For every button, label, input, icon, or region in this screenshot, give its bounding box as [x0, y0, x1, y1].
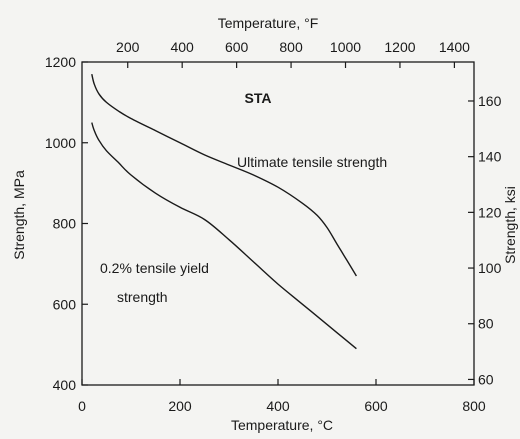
- annotation-yield-line2: strength: [117, 289, 168, 305]
- right-y-tick-label: 140: [478, 149, 502, 165]
- y-tick-label: 1000: [45, 135, 76, 151]
- y-tick-label: 600: [53, 296, 77, 312]
- right-y-tick-label: 60: [478, 371, 494, 387]
- right-y-tick-label: 80: [478, 316, 494, 332]
- x-axis-label-top: Temperature, °F: [218, 15, 319, 31]
- y-tick-label: 800: [53, 216, 77, 232]
- ultimate-tensile-strength-line: [91, 73, 358, 277]
- top-x-tick-label: 400: [170, 39, 194, 55]
- top-x-tick-label: 1200: [384, 39, 415, 55]
- top-x-tick-label: 800: [279, 39, 303, 55]
- right-y-tick-label: 160: [478, 93, 502, 109]
- top-x-tick-label: 600: [225, 39, 249, 55]
- annotation-yield-line1: 0.2% tensile yield: [100, 260, 209, 276]
- x-tick-label: 800: [462, 398, 486, 414]
- right-y-tick-label: 100: [478, 260, 502, 276]
- chart-title: STA: [245, 90, 272, 106]
- y-axis-label-left: Strength, MPa: [11, 170, 27, 260]
- annotation-ultimate: Ultimate tensile strength: [237, 154, 387, 170]
- series-lines: [91, 73, 358, 350]
- plot-frame: [81, 61, 475, 386]
- x-axis-label-bottom: Temperature, °C: [231, 417, 333, 433]
- x-tick-label: 600: [364, 398, 388, 414]
- y-tick-label: 1200: [45, 54, 76, 70]
- x-tick-label: 200: [168, 398, 192, 414]
- y-tick-label: 400: [53, 377, 77, 393]
- top-x-tick-label: 1000: [330, 39, 361, 55]
- x-tick-label: 400: [266, 398, 290, 414]
- x-tick-label: 0: [78, 398, 86, 414]
- axis-ticks: 0 200 400 600 800 400 600 800 1000 1200 200 400 600 8…: [45, 39, 502, 414]
- top-x-tick-label: 200: [116, 39, 140, 55]
- y-axis-label-right: Strength, ksi: [502, 186, 518, 264]
- top-x-tick-label: 1400: [439, 39, 470, 55]
- right-y-tick-label: 120: [478, 204, 502, 220]
- yield-strength-line: [91, 122, 357, 350]
